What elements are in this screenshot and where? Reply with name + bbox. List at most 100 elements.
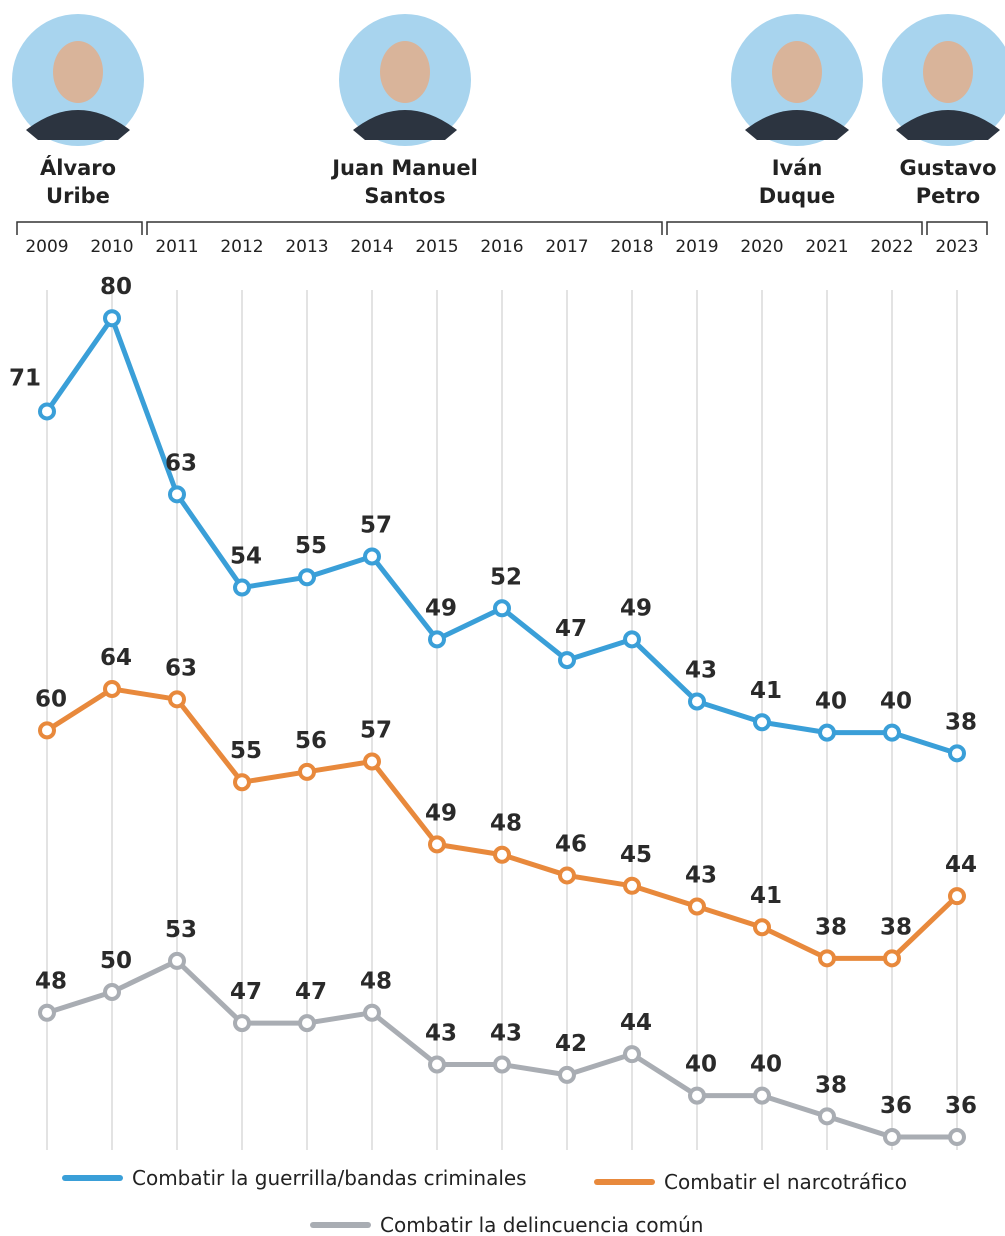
x-tick-label: 2016 xyxy=(480,237,523,257)
data-label: 43 xyxy=(490,1021,522,1047)
data-label: 48 xyxy=(360,969,392,995)
data-label: 63 xyxy=(165,655,197,681)
point xyxy=(40,404,54,418)
point xyxy=(885,726,899,740)
x-tick-label: 2014 xyxy=(350,237,393,257)
data-label: 38 xyxy=(815,914,847,940)
point xyxy=(40,723,54,737)
data-label: 50 xyxy=(100,948,132,974)
point xyxy=(560,1068,574,1082)
point xyxy=(690,695,704,709)
data-label: 38 xyxy=(880,914,912,940)
data-label: 53 xyxy=(165,917,197,943)
point xyxy=(235,1016,249,1030)
president-name: Duque xyxy=(759,184,836,208)
point xyxy=(820,951,834,965)
head xyxy=(923,41,973,103)
point xyxy=(690,900,704,914)
point xyxy=(300,1016,314,1030)
president-name: Gustavo xyxy=(899,156,996,180)
point xyxy=(755,920,769,934)
president-name: Álvaro xyxy=(40,155,116,180)
x-tick-label: 2017 xyxy=(545,237,588,257)
point xyxy=(560,868,574,882)
point xyxy=(235,775,249,789)
point xyxy=(300,570,314,584)
president-photo xyxy=(339,14,471,146)
point xyxy=(625,879,639,893)
data-label: 44 xyxy=(945,852,977,878)
data-label: 40 xyxy=(815,689,847,715)
point xyxy=(625,1047,639,1061)
point xyxy=(365,754,379,768)
data-label: 36 xyxy=(945,1093,977,1119)
president-name: Santos xyxy=(364,184,445,208)
point xyxy=(495,601,509,615)
point xyxy=(365,1006,379,1020)
data-label: 63 xyxy=(165,450,197,476)
point xyxy=(430,632,444,646)
data-label: 40 xyxy=(685,1052,717,1078)
x-tick-label: 2019 xyxy=(675,237,718,257)
period-bracket xyxy=(17,222,142,235)
president-photo xyxy=(882,14,1005,146)
x-tick-label: 2018 xyxy=(610,237,653,257)
data-label: 64 xyxy=(100,645,132,671)
x-tick-label: 2022 xyxy=(870,237,913,257)
point xyxy=(495,848,509,862)
data-label: 49 xyxy=(425,800,457,826)
point xyxy=(105,682,119,696)
x-tick-label: 2020 xyxy=(740,237,783,257)
point xyxy=(885,951,899,965)
point xyxy=(560,653,574,667)
data-label: 55 xyxy=(295,533,327,559)
point xyxy=(170,487,184,501)
president-photo xyxy=(731,14,863,146)
data-label: 80 xyxy=(100,274,132,300)
point xyxy=(300,765,314,779)
period-bracket xyxy=(667,222,922,235)
president-photo xyxy=(12,14,144,146)
data-label: 71 xyxy=(9,365,41,391)
point xyxy=(820,726,834,740)
president-name: Petro xyxy=(916,184,980,208)
point xyxy=(170,692,184,706)
point xyxy=(690,1089,704,1103)
data-label: 38 xyxy=(945,709,977,735)
data-label: 56 xyxy=(295,728,327,754)
point xyxy=(950,746,964,760)
president-name: Juan Manuel xyxy=(330,156,478,180)
data-label: 42 xyxy=(555,1031,587,1057)
point xyxy=(950,1130,964,1144)
point xyxy=(235,581,249,595)
legend-label: Combatir la guerrilla/bandas criminales xyxy=(132,1166,527,1190)
chart: ÁlvaroUribeJuan ManuelSantosIvánDuqueGus… xyxy=(0,0,1005,1236)
legend-label: Combatir la delincuencia común xyxy=(380,1213,703,1236)
x-tick-label: 2010 xyxy=(90,237,133,257)
data-label: 46 xyxy=(555,831,587,857)
data-label: 38 xyxy=(815,1072,847,1098)
x-tick-label: 2013 xyxy=(285,237,328,257)
point xyxy=(820,1109,834,1123)
point xyxy=(40,1006,54,1020)
data-label: 41 xyxy=(750,883,782,909)
point xyxy=(105,311,119,325)
x-tick-label: 2023 xyxy=(935,237,978,257)
data-label: 47 xyxy=(555,616,587,642)
data-label: 43 xyxy=(685,658,717,684)
point xyxy=(625,632,639,646)
point xyxy=(755,715,769,729)
period-bracket xyxy=(147,222,662,235)
data-label: 45 xyxy=(620,842,652,868)
point xyxy=(885,1130,899,1144)
president-name: Uribe xyxy=(46,184,110,208)
data-label: 48 xyxy=(490,811,522,837)
x-tick-label: 2021 xyxy=(805,237,848,257)
data-label: 48 xyxy=(35,969,67,995)
data-label: 57 xyxy=(360,717,392,743)
data-label: 40 xyxy=(750,1052,782,1078)
data-label: 55 xyxy=(230,738,262,764)
data-label: 43 xyxy=(685,863,717,889)
data-label: 49 xyxy=(425,595,457,621)
point xyxy=(105,985,119,999)
